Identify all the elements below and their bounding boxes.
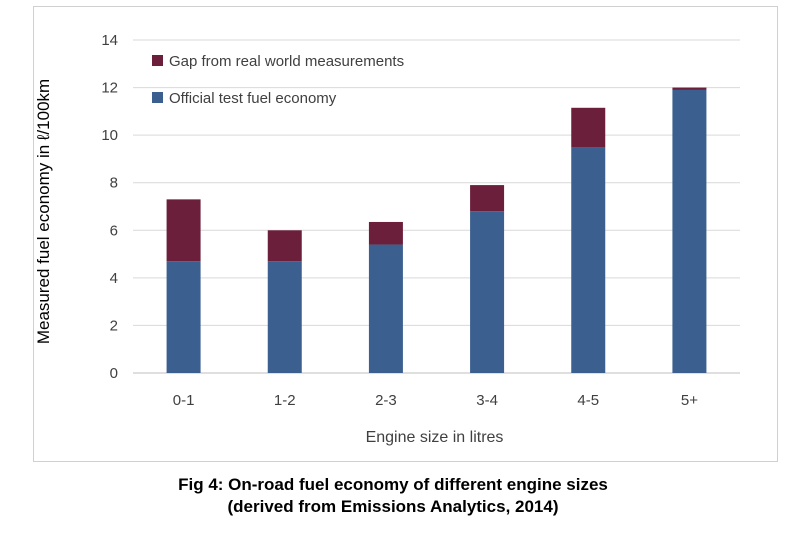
- bar-official-3-4: [470, 211, 505, 373]
- bar-gap-3-4: [470, 185, 505, 212]
- y-tick-label: 10: [101, 127, 118, 144]
- x-tick-label: 4-5: [577, 392, 599, 409]
- y-tick-label: 8: [110, 175, 118, 192]
- bar-official-5+: [672, 89, 707, 373]
- x-tick-label: 1-2: [274, 392, 296, 409]
- x-tick-label: 2-3: [375, 392, 397, 409]
- bar-official-1-2: [267, 261, 302, 373]
- bar-gap-5+: [672, 87, 707, 90]
- y-tick-label: 12: [101, 80, 118, 97]
- legend-label: Gap from real world measurements: [169, 53, 404, 70]
- bar-gap-0-1: [166, 199, 201, 262]
- caption-line-2: (derived from Emissions Analytics, 2014): [227, 497, 559, 516]
- bar-official-2-3: [368, 244, 403, 373]
- bar-official-0-1: [166, 261, 201, 373]
- bar-gap-4-5: [571, 107, 606, 148]
- caption-line-1: Fig 4: On-road fuel economy of different…: [178, 475, 608, 494]
- chart-frame: [33, 6, 778, 462]
- x-axis-title: Engine size in litres: [366, 429, 504, 446]
- x-tick-label: 5+: [681, 392, 698, 409]
- bar-official-4-5: [571, 147, 606, 373]
- y-tick-label: 0: [110, 365, 118, 382]
- legend-swatch: [152, 55, 163, 66]
- figure-caption: Fig 4: On-road fuel economy of different…: [0, 474, 786, 518]
- y-tick-label: 6: [110, 222, 118, 239]
- bar-gap-1-2: [267, 230, 302, 262]
- bar-gap-2-3: [368, 221, 403, 245]
- y-tick-label: 2: [110, 317, 118, 334]
- y-tick-label: 14: [101, 32, 118, 49]
- stacked-bar-chart: 0 2 4 6 8 10 12 14 0-1 1-2 2-3 3-4 4-5 5+ Engine size …: [34, 32, 740, 446]
- legend-label: Official test fuel economy: [169, 90, 337, 107]
- y-axis-title: Measured fuel economy in ℓ/100km: [34, 79, 53, 344]
- x-tick-label: 0-1: [173, 392, 195, 409]
- y-tick-label: 4: [110, 270, 118, 287]
- x-tick-label: 3-4: [476, 392, 498, 409]
- legend-swatch: [152, 92, 163, 103]
